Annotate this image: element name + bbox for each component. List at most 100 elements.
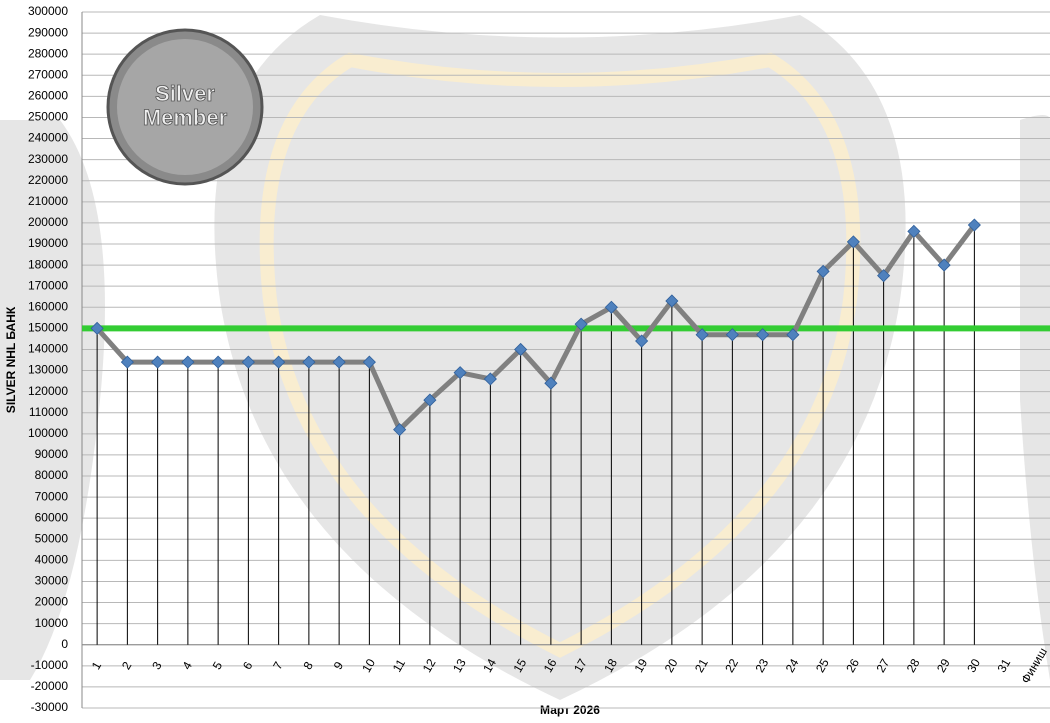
marker — [544, 376, 558, 390]
marker — [272, 355, 286, 369]
x-tick-label: 24 — [783, 656, 802, 675]
badge-text: Silver — [155, 81, 215, 106]
y-tick-label: 220000 — [28, 173, 68, 187]
badge-inner — [117, 39, 253, 175]
marker — [665, 294, 679, 308]
marker — [211, 355, 225, 369]
marker — [846, 235, 860, 249]
y-tick-label: -20000 — [31, 679, 69, 693]
y-tick-label: 50000 — [35, 531, 69, 545]
y-tick-label: 260000 — [28, 89, 68, 103]
y-tick-label: 150000 — [28, 321, 68, 335]
x-tick-label: 1 — [89, 659, 105, 672]
x-tick-label: 5 — [210, 659, 226, 672]
x-tick-label: 26 — [843, 656, 862, 675]
x-tick-label: 20 — [662, 656, 681, 675]
y-tick-label: 0 — [61, 637, 68, 651]
marker — [756, 328, 770, 342]
x-tick-label: 15 — [511, 656, 530, 675]
x-tick-label: 16 — [541, 656, 560, 675]
y-tick-label: 200000 — [28, 215, 68, 229]
marker — [483, 372, 497, 386]
x-tick-label: 25 — [813, 656, 832, 675]
marker — [332, 355, 346, 369]
y-tick-label: 180000 — [28, 257, 68, 271]
x-tick-label: 30 — [964, 656, 983, 675]
x-tick-label: 13 — [450, 656, 469, 675]
x-axis-label: Март 2026 — [540, 703, 600, 717]
marker — [635, 334, 649, 348]
y-tick-label: 40000 — [35, 553, 69, 567]
y-tick-label: 140000 — [28, 342, 68, 356]
marker — [937, 258, 951, 272]
x-tick-label: 28 — [904, 656, 923, 675]
x-tick-label: 3 — [149, 659, 165, 672]
marker — [423, 393, 437, 407]
y-tick-label: 130000 — [28, 363, 68, 377]
y-tick-label: 240000 — [28, 131, 68, 145]
x-tick-label: 23 — [753, 656, 772, 675]
y-tick-label: 100000 — [28, 426, 68, 440]
marker — [695, 328, 709, 342]
y-tick-label: 80000 — [35, 468, 69, 482]
y-tick-label: 70000 — [35, 489, 69, 503]
y-axis-label: SILVER NHL БАНК — [4, 306, 18, 413]
x-tick-label: 8 — [300, 659, 316, 672]
x-tick-label: 7 — [270, 659, 286, 672]
y-tick-label: 170000 — [28, 278, 68, 292]
x-tick-label: 4 — [179, 659, 195, 672]
marker — [90, 321, 104, 335]
x-tick-label: 22 — [722, 656, 741, 675]
x-tick-label: 21 — [692, 656, 711, 675]
marker — [302, 355, 316, 369]
marker — [514, 342, 528, 357]
y-tick-label: 90000 — [35, 447, 69, 461]
marker — [907, 224, 921, 238]
marker — [120, 355, 134, 369]
x-tick-label: 2 — [119, 659, 135, 672]
y-tick-label: 20000 — [35, 595, 69, 609]
x-tick-label: 12 — [420, 656, 439, 675]
x-tick-label: 31 — [995, 656, 1014, 675]
x-tick-label: 19 — [632, 656, 651, 675]
x-tick-label: 9 — [331, 659, 347, 672]
y-tick-label: 110000 — [29, 405, 68, 419]
marker — [574, 317, 588, 331]
x-tick-label: 14 — [480, 656, 499, 675]
x-tick-label: 18 — [601, 656, 620, 675]
y-tick-label: 300000 — [28, 4, 68, 18]
y-tick-label: 30000 — [35, 574, 69, 588]
y-tick-label: 250000 — [28, 110, 68, 124]
marker — [241, 355, 255, 369]
marker — [604, 300, 618, 314]
x-tick-label: 27 — [874, 656, 893, 675]
y-tick-label: 290000 — [28, 25, 68, 39]
marker — [725, 328, 739, 342]
x-tick-label: 6 — [240, 659, 256, 672]
y-tick-label: 120000 — [28, 384, 68, 398]
marker — [816, 264, 830, 278]
marker — [967, 218, 981, 232]
marker — [362, 355, 376, 369]
x-tick-label: 29 — [934, 656, 953, 675]
y-tick-label: 10000 — [35, 616, 69, 630]
y-tick-label: 60000 — [35, 510, 69, 524]
y-tick-label: 230000 — [28, 152, 68, 166]
y-tick-label: 270000 — [28, 67, 68, 81]
y-tick-label: 280000 — [28, 46, 68, 60]
y-tick-label: 190000 — [28, 236, 68, 250]
marker — [181, 355, 195, 369]
y-tick-label: 160000 — [28, 299, 68, 313]
marker — [393, 423, 407, 437]
x-tick-label: 11 — [390, 656, 409, 674]
marker — [453, 366, 467, 380]
marker — [877, 269, 891, 283]
y-tick-label: 210000 — [28, 194, 68, 208]
badge-text: Member — [143, 105, 228, 130]
x-tick-label: 10 — [359, 656, 378, 675]
marker — [786, 328, 800, 342]
marker — [151, 355, 165, 369]
x-tick-label: 17 — [571, 656, 590, 675]
